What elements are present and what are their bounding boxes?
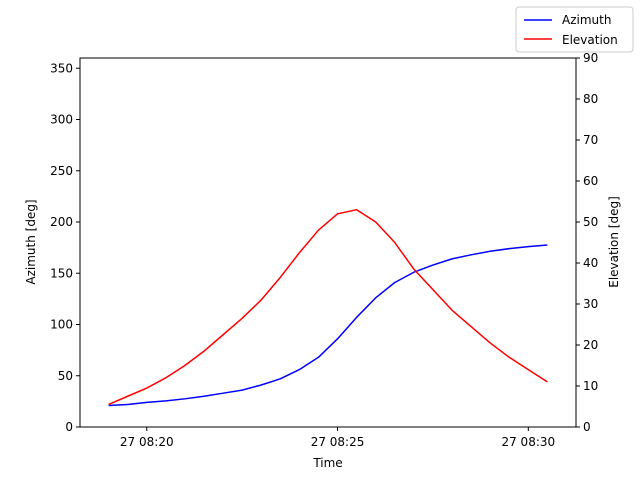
left-tick-label: 100 — [50, 318, 73, 332]
series-layer — [108, 208, 548, 407]
right-tick-label: 60 — [583, 174, 598, 188]
legend-label-elevation: Elevation — [562, 33, 618, 47]
left-tick-label: 200 — [50, 215, 73, 229]
plot-frame — [79, 57, 577, 428]
legend-label-azimuth: Azimuth — [562, 13, 611, 27]
right-tick-label: 10 — [583, 379, 598, 393]
left-tick-label: 50 — [58, 369, 73, 383]
x-tick-label: 27 08:30 — [501, 435, 555, 449]
left-tick-label: 0 — [65, 420, 73, 434]
right-tick-label: 70 — [583, 133, 598, 147]
series-line-elevation — [108, 208, 548, 406]
left-tick-label: 250 — [50, 164, 73, 178]
legend: Azimuth Elevation — [515, 6, 634, 53]
right-tick-label: 90 — [583, 51, 598, 65]
legend-box — [515, 6, 634, 53]
right-tick-label: 30 — [583, 297, 598, 311]
right-tick-label: 50 — [583, 215, 598, 229]
x-axis-title: Time — [312, 456, 342, 470]
left-axis: 0 50 100 150 200 250 300 350 — [50, 61, 80, 434]
right-tick-label: 40 — [583, 256, 598, 270]
x-axis: 27 08:20 27 08:25 27 08:30 — [120, 427, 555, 449]
right-tick-label: 80 — [583, 92, 598, 106]
right-axis: 0 10 20 30 40 50 60 70 80 90 — [576, 51, 598, 434]
right-tick-label: 0 — [583, 420, 591, 434]
left-tick-label: 150 — [50, 266, 73, 280]
right-axis-title: Elevation [deg] — [607, 196, 621, 288]
left-axis-title: Azimuth [deg] — [24, 199, 38, 284]
left-tick-label: 350 — [50, 61, 73, 75]
right-tick-label: 20 — [583, 338, 598, 352]
left-tick-label: 300 — [50, 113, 73, 127]
x-tick-label: 27 08:20 — [120, 435, 174, 449]
series-line-azimuth — [108, 244, 548, 407]
x-tick-label: 27 08:25 — [311, 435, 365, 449]
